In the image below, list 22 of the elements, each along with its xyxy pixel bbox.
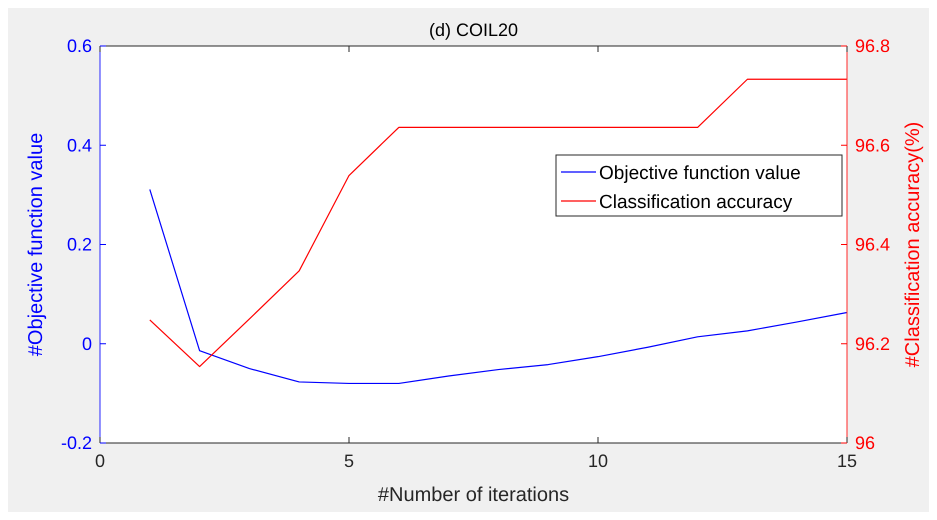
y-axis-title: #Objective function value <box>25 132 47 356</box>
y-tick-label: 0.4 <box>66 135 92 156</box>
x-axis-title: #Number of iterations <box>378 484 570 506</box>
x-tick-label: 0 <box>94 451 106 471</box>
y-tick-label: 0.2 <box>66 234 92 254</box>
legend-label: Classification accuracy <box>599 192 793 213</box>
line-series <box>149 188 848 384</box>
y-tick-label: 0.6 <box>66 36 92 56</box>
y-tick-label: -0.2 <box>60 433 92 453</box>
x-tick-label: 15 <box>836 451 858 471</box>
chart-title: (d) COIL20 <box>428 20 518 40</box>
y2-axis-title: #Classification accuracy(%) <box>902 122 924 368</box>
line-series <box>149 78 848 368</box>
y-tick-label: 0 <box>82 334 92 354</box>
y2-tick-label: 96.2 <box>855 334 890 354</box>
y2-tick-label: 96 <box>855 433 876 453</box>
x-tick-label: 5 <box>344 451 354 471</box>
legend-label: Objective function value <box>599 163 801 184</box>
y2-tick-label: 96.6 <box>855 135 890 156</box>
x-tick-label: 10 <box>588 451 608 471</box>
y2-tick-label: 96.4 <box>855 234 890 254</box>
y2-tick-label: 96.8 <box>855 36 890 56</box>
